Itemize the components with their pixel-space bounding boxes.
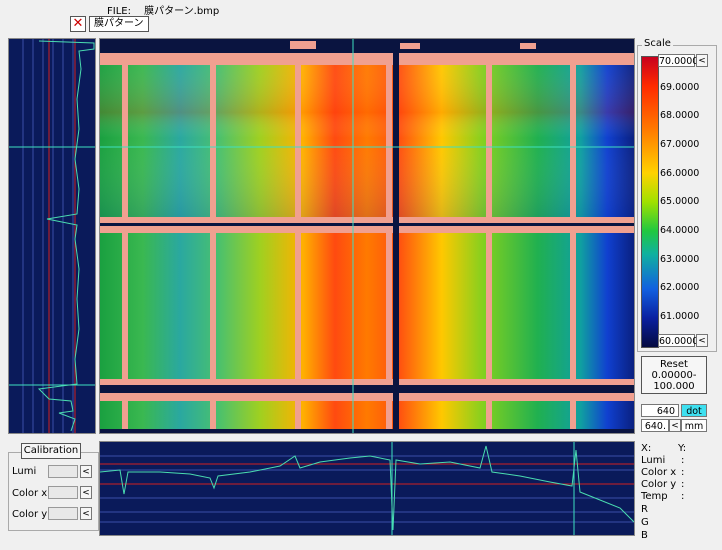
vertical-profile-plot[interactable] bbox=[8, 38, 96, 434]
horizontal-profile-plot[interactable] bbox=[99, 441, 635, 536]
info-colon: : bbox=[681, 491, 685, 502]
reset-label: Reset bbox=[660, 359, 688, 370]
info-colon: : bbox=[681, 479, 685, 490]
scale-tick: 65.0000 bbox=[660, 196, 700, 207]
scale-tick: 63.0000 bbox=[660, 254, 700, 265]
scale-tick: 64.0000 bbox=[660, 225, 700, 236]
file-row: FILE: 膜パターン.bmp bbox=[107, 2, 229, 17]
calib-colorx-field[interactable] bbox=[48, 486, 78, 499]
scale-tick: 69.0000 bbox=[660, 82, 700, 93]
scale-min-arrow-button[interactable]: < bbox=[696, 334, 708, 347]
calib-colorx-label: Color x bbox=[12, 488, 48, 499]
color-scale-bar bbox=[641, 56, 659, 348]
info-colorx-label: Color x bbox=[641, 467, 677, 478]
info-r-label: R bbox=[641, 504, 648, 515]
heatmap-image[interactable] bbox=[99, 38, 635, 434]
film-pattern-heatmap bbox=[100, 39, 634, 433]
scale-tick: 67.0000 bbox=[660, 139, 700, 150]
info-colon: : bbox=[681, 455, 685, 466]
scale-tick: 66.0000 bbox=[660, 168, 700, 179]
calib-colory-label: Color y bbox=[12, 509, 48, 520]
calib-colorx-arrow[interactable]: < bbox=[80, 486, 92, 499]
scale-min-input[interactable]: 60.0000 bbox=[658, 334, 699, 347]
image-tab[interactable]: 膜パターン bbox=[89, 16, 149, 32]
calib-lumi-field[interactable] bbox=[48, 465, 78, 478]
dot-unit-button[interactable]: dot bbox=[681, 404, 707, 417]
file-name: 膜パターン.bmp bbox=[144, 6, 220, 17]
calib-lumi-arrow[interactable]: < bbox=[80, 465, 92, 478]
reset-button[interactable]: Reset 0.00000- 100.000 bbox=[641, 356, 707, 394]
calib-lumi-label: Lumi bbox=[12, 466, 37, 477]
scale-tick: 68.0000 bbox=[660, 110, 700, 121]
y-coordinate-field[interactable]: 640. bbox=[641, 419, 669, 432]
reset-range-2: 100.000 bbox=[653, 381, 695, 392]
info-b-label: B bbox=[641, 530, 648, 541]
mm-unit-button[interactable]: mm bbox=[681, 419, 707, 432]
scale-title: Scale bbox=[642, 38, 673, 49]
horizontal-profile-graph bbox=[100, 442, 634, 535]
reset-range-1: 0.00000- bbox=[651, 370, 697, 381]
info-temp-label: Temp bbox=[641, 491, 668, 502]
scale-tick: 61.0000 bbox=[660, 311, 700, 322]
vertical-profile-graph bbox=[9, 39, 95, 433]
scale-max-input[interactable]: 70.0000 bbox=[658, 54, 699, 67]
coord-arrow-button[interactable]: < bbox=[669, 419, 681, 432]
close-icon[interactable]: ✕ bbox=[70, 16, 86, 32]
scale-tick: 62.0000 bbox=[660, 282, 700, 293]
scale-group bbox=[637, 45, 717, 352]
info-y-label: Y: bbox=[678, 443, 687, 454]
calib-colory-field[interactable] bbox=[48, 507, 78, 520]
x-coordinate-field[interactable]: 640 bbox=[641, 404, 679, 417]
calibration-button[interactable]: Calibration bbox=[21, 443, 81, 459]
info-g-label: G bbox=[641, 517, 649, 528]
info-x-label: X: bbox=[641, 443, 652, 454]
scale-max-arrow-button[interactable]: < bbox=[696, 54, 708, 67]
file-label: FILE: bbox=[107, 6, 131, 17]
info-colon: : bbox=[681, 467, 685, 478]
info-lumi-label: Lumi bbox=[641, 455, 666, 466]
info-colory-label: Color y bbox=[641, 479, 677, 490]
calib-colory-arrow[interactable]: < bbox=[80, 507, 92, 520]
